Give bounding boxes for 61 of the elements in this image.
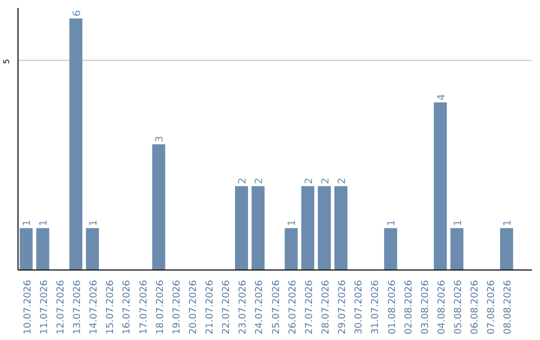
data-label: 3 [154, 136, 166, 142]
x-tick-label: 30.07.2026 [354, 280, 365, 334]
x-tick-label: 10.07.2026 [22, 280, 34, 334]
bar [86, 228, 99, 270]
data-label: 2 [304, 178, 315, 184]
x-tick-label: 17.07.2026 [138, 280, 150, 334]
bar [36, 228, 50, 270]
data-label: 1 [88, 220, 100, 226]
x-tick-label: 02.08.2026 [403, 280, 414, 334]
bar [384, 228, 398, 270]
x-tick-label: 23.07.2026 [238, 280, 249, 334]
bar [334, 186, 348, 270]
data-label: 1 [386, 220, 398, 226]
bar [434, 102, 447, 270]
x-tick-label: 01.08.2026 [386, 280, 398, 334]
data-label: 6 [72, 10, 83, 16]
bar [450, 228, 464, 270]
y-tick-label: 5 [2, 58, 11, 64]
data-label: 1 [502, 220, 514, 226]
bar [152, 144, 166, 270]
x-tick-label: 29.07.2026 [337, 280, 348, 334]
x-tick-label: 16.07.2026 [122, 280, 133, 334]
x-tick-label: 08.08.2026 [502, 280, 514, 334]
x-tick-label: 04.08.2026 [436, 280, 448, 334]
x-tick-label: 21.07.2026 [204, 280, 216, 334]
bar [252, 186, 265, 270]
x-tick-label: 19.07.2026 [171, 280, 182, 334]
data-label: 2 [254, 178, 266, 184]
x-tick-label: 22.07.2026 [221, 280, 232, 334]
x-tick-label: 14.07.2026 [88, 280, 100, 334]
data-label: 2 [336, 178, 348, 184]
x-tick-label: 24.07.2026 [254, 280, 266, 334]
data-label: 1 [22, 220, 34, 226]
bar [235, 186, 248, 270]
x-tick-label: 03.08.2026 [420, 280, 431, 334]
x-tick-label: 20.07.2026 [188, 280, 199, 334]
data-label: 2 [238, 178, 249, 184]
x-tick-label: 06.08.2026 [470, 280, 481, 334]
bar [500, 228, 514, 270]
x-tick-label: 27.07.2026 [304, 280, 315, 334]
x-tick-label: 13.07.2026 [72, 280, 83, 334]
x-tick-label: 28.07.2026 [320, 280, 332, 334]
data-label: 1 [287, 220, 298, 226]
x-tick-label: 31.07.2026 [370, 280, 382, 334]
x-tick-label: 05.08.2026 [453, 280, 464, 334]
data-label: 4 [436, 94, 448, 100]
bar [318, 186, 331, 270]
x-tick-label: 11.07.2026 [38, 280, 50, 334]
x-tick-label: 18.07.2026 [154, 280, 166, 334]
x-tick-label: 25.07.2026 [270, 280, 282, 334]
bar [284, 228, 298, 270]
data-label: 1 [452, 220, 464, 226]
bar [301, 186, 314, 270]
x-tick-label: 15.07.2026 [105, 280, 116, 334]
data-label: 2 [320, 178, 332, 184]
bar [20, 228, 33, 270]
data-label: 1 [38, 220, 50, 226]
x-tick-label: 07.08.2026 [486, 280, 498, 334]
bar [69, 18, 82, 270]
x-tick-label: 12.07.2026 [55, 280, 66, 334]
x-tick-label: 26.07.2026 [287, 280, 298, 334]
